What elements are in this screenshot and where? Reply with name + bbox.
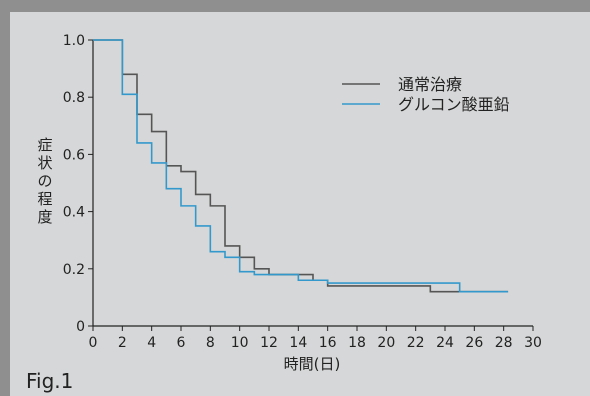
y-tick-label: 0.2 bbox=[63, 262, 85, 278]
y-tick-label: 0.4 bbox=[63, 205, 85, 221]
x-tick-label: 24 bbox=[436, 335, 454, 351]
x-tick-label: 4 bbox=[147, 335, 156, 351]
x-tick-label: 8 bbox=[206, 335, 215, 351]
legend-label-usual: 通常治療 bbox=[398, 75, 462, 94]
y-tick-label: 1.0 bbox=[63, 33, 85, 49]
figure-label: Fig.1 bbox=[26, 369, 73, 393]
x-tick-label: 20 bbox=[377, 335, 395, 351]
x-tick-label: 0 bbox=[89, 335, 98, 351]
x-tick-label: 18 bbox=[348, 335, 366, 351]
x-axis-label: 時間(日) bbox=[284, 355, 341, 373]
x-tick-label: 6 bbox=[177, 335, 186, 351]
y-axis-label-char: 症 bbox=[37, 136, 52, 154]
x-tick-label: 12 bbox=[260, 335, 278, 351]
legend-label-zinc: グルコン酸亜鉛 bbox=[398, 95, 510, 114]
chart-panel bbox=[10, 12, 590, 396]
series-group bbox=[93, 39, 509, 293]
y-axis-label-char: 状 bbox=[37, 154, 52, 172]
y-axis-label-char: の bbox=[37, 172, 52, 190]
x-tick-label: 30 bbox=[524, 335, 542, 351]
y-tick-label: 0 bbox=[76, 319, 85, 335]
y-tick-label: 0.6 bbox=[63, 147, 85, 163]
y-axis-label: 症状の程度 bbox=[37, 136, 52, 226]
axes bbox=[92, 40, 533, 327]
x-tick-label: 14 bbox=[289, 335, 307, 351]
y-ticks: 0 0.2 0.4 0.6 0.8 1.0 bbox=[63, 33, 93, 335]
legend: 通常治療 グルコン酸亜鉛 bbox=[342, 75, 510, 114]
x-tick-label: 2 bbox=[118, 335, 127, 351]
x-tick-label: 26 bbox=[465, 335, 483, 351]
y-axis-label-char: 程 bbox=[37, 190, 52, 208]
y-axis-label-char: 度 bbox=[37, 208, 52, 226]
x-ticks: 0 2 4 6 8 10 12 14 16 18 20 22 24 26 28 30 bbox=[89, 326, 542, 351]
series-line-1 bbox=[93, 39, 509, 293]
y-tick-label: 0.8 bbox=[63, 90, 85, 106]
x-tick-label: 10 bbox=[231, 335, 249, 351]
x-tick-label: 28 bbox=[495, 335, 513, 351]
x-tick-label: 16 bbox=[319, 335, 337, 351]
x-tick-label: 22 bbox=[407, 335, 425, 351]
